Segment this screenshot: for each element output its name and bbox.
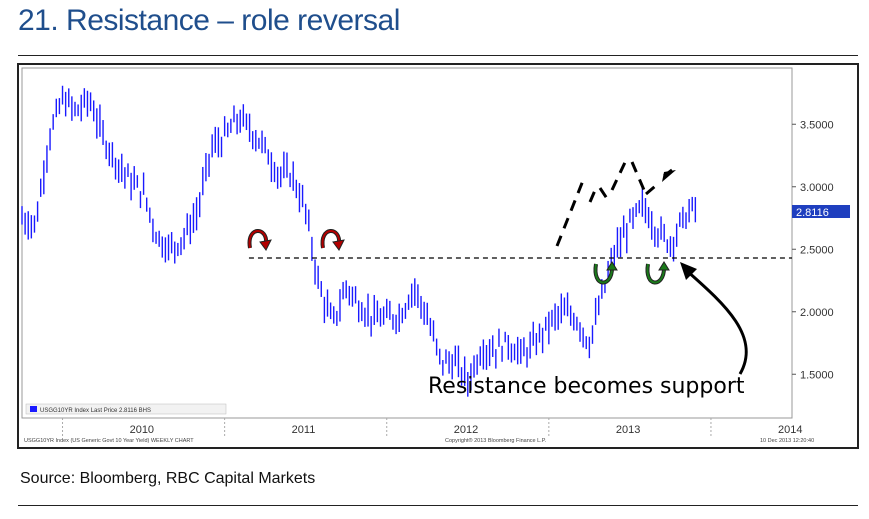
legend-text: USGG10YR Index Last Price 2.8116 BHS	[40, 408, 151, 414]
x-axis: 2010 2011 2012 2013 2014	[62, 418, 802, 436]
y-axis: 1.5000 2.0000 2.5000 3.0000 3.5000	[792, 119, 834, 381]
x-tick-label: 2014	[778, 424, 802, 436]
green-arrow-1-head	[606, 261, 618, 271]
footer-left: USGG10YR Index (US Generic Govt 10 Year …	[24, 438, 194, 444]
page-title: 21. Resistance – role reversal	[18, 4, 400, 37]
y-tick-label: 3.5000	[800, 119, 834, 131]
annotation-arrow	[685, 268, 748, 375]
x-tick-label: 2013	[616, 424, 640, 436]
annotation-arrowhead	[680, 262, 697, 280]
projected-path	[555, 155, 673, 247]
last-price-label: 2.8116	[796, 207, 829, 219]
green-arrow-1	[594, 263, 613, 284]
x-tick-label: 2012	[454, 424, 478, 436]
x-tick-label: 2010	[130, 424, 154, 436]
red-arrow-2	[321, 230, 341, 249]
source-note: Source: Bloomberg, RBC Capital Markets	[20, 470, 316, 487]
plot-area	[21, 67, 793, 419]
y-tick-label: 3.0000	[800, 182, 834, 194]
price-bars	[21, 85, 697, 397]
red-arrow-1-head	[259, 239, 272, 251]
legend-box	[25, 403, 227, 415]
top-rule	[18, 55, 858, 56]
footer-right: 10 Dec 2013 12:20:40	[760, 438, 814, 444]
x-tick-label: 2011	[292, 424, 316, 436]
annotation-text: Resistance becomes support	[428, 374, 745, 399]
green-arrow-2	[646, 263, 665, 284]
last-price-box	[792, 205, 850, 218]
footer-mid: Copyright® 2013 Bloomberg Finance L.P.	[445, 437, 547, 444]
green-arrow-2-head	[658, 261, 670, 271]
chart-frame	[17, 63, 859, 449]
bottom-rule	[18, 505, 858, 506]
y-tick-label: 1.5000	[800, 369, 834, 381]
red-arrow-1	[248, 230, 268, 249]
legend-swatch	[30, 406, 37, 412]
y-tick-label: 2.5000	[800, 244, 834, 256]
projected-path-arrowhead	[662, 170, 676, 182]
y-tick-label: 2.0000	[800, 307, 834, 319]
red-arrow-2-head	[332, 239, 345, 251]
